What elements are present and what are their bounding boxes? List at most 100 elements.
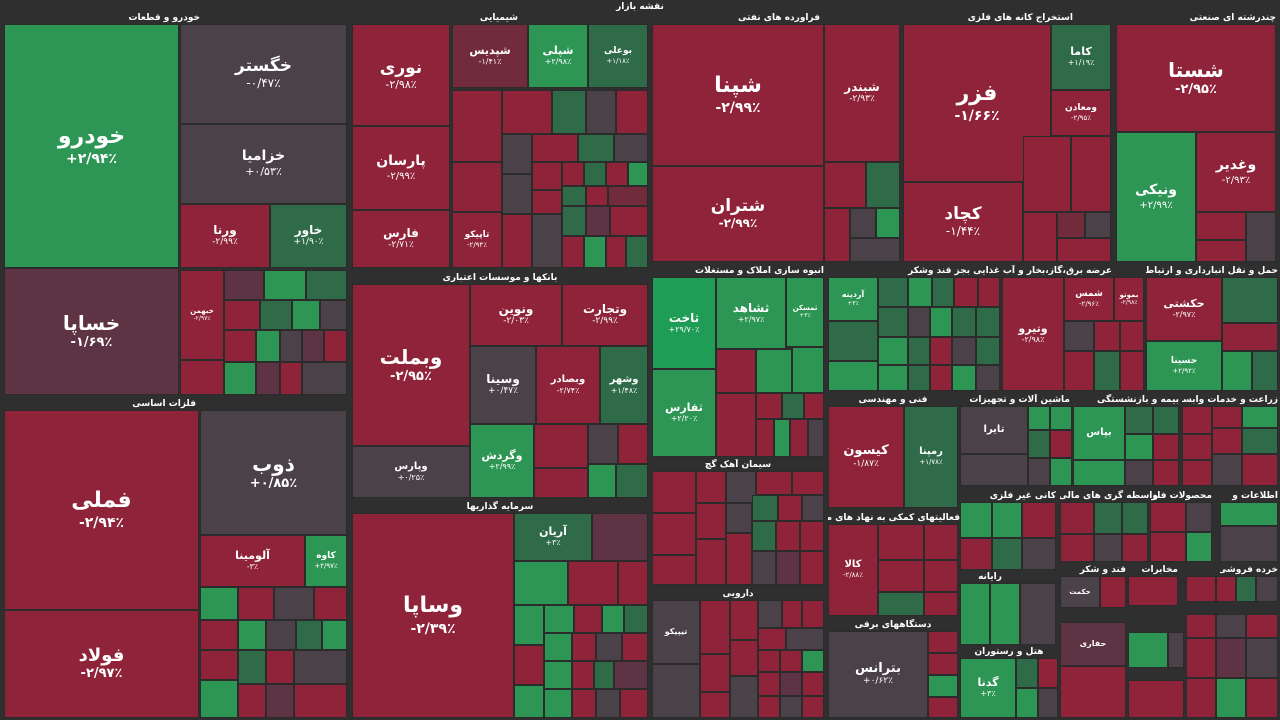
tile-vshahr[interactable]: وشهر +۱/۴۸٪ [600,346,648,424]
tile-shasta[interactable]: شستا -۲/۹۵٪ [1116,24,1276,132]
food-small-tiles [930,337,952,365]
finservice-small-tiles [924,592,958,616]
oil-small-tiles [850,238,900,262]
cement-small-tiles [778,495,802,521]
finservice-small-tiles [924,560,958,592]
tile-gadna[interactable]: گدنا +۳٪ [960,658,1016,718]
food-small-tiles [908,337,930,365]
tile-kama[interactable]: کاما +۱/۱۹٪ [1051,24,1111,90]
tile-kchad[interactable]: کچاد -۱/۴۴٪ [903,182,1023,262]
tile-booali[interactable]: بوعلی +۱/۱۸٪ [588,24,648,88]
monetary-small-tiles [1122,534,1148,562]
tile-sfars[interactable]: ثفارس +۲/۲۰٪ [652,369,716,457]
tile-btrans[interactable]: بترانس +۰/۶۲٪ [828,631,928,718]
tile-hakashti[interactable]: حکشتی -۲/۹۷٪ [1146,277,1222,341]
tile-vsina[interactable]: وسینا +۰/۴۷٪ [470,346,536,424]
tile-vbemellat[interactable]: وبملت -۲/۹۵٪ [352,284,470,446]
tile-alumina[interactable]: آلومینا -۳٪ [200,535,305,587]
tile-hakmat[interactable]: حکمت [1060,576,1100,608]
tile-vatiro[interactable]: وتیرو -۲/۹۸٪ [1002,277,1064,391]
auto-small-tiles [280,330,302,362]
sector-label-metal-mining: استخراج کانه های فلزی [967,13,1073,23]
tile-shapli[interactable]: شپلی +۲/۹۸٪ [528,24,588,88]
tile-varna[interactable]: ورنا -۲/۹۹٪ [180,204,270,268]
tile-kala[interactable]: کالا -۲/۸۸٪ [828,524,878,616]
tile-tipiko[interactable]: تیپیکو [652,600,700,664]
tile-fars[interactable]: فارس -۲/۷۱٪ [352,210,450,268]
tile-ardineh[interactable]: آردینه +۳٪ [828,277,878,321]
tile-khazamia[interactable]: خزامیا +۰/۵۳٪ [180,124,347,204]
tile-sshahed[interactable]: ثشاهد +۲/۹۷٪ [716,277,786,349]
tile-vnovin[interactable]: ونوین -۲/۰۳٪ [470,284,562,346]
tile-bpas[interactable]: بپاس [1073,406,1125,460]
tile-smaskan[interactable]: ثمسکن +۳٪ [786,277,824,347]
metals-small-tiles [238,587,274,620]
tile-value: +۰/۶۲٪ [863,676,893,687]
tile-vsapa[interactable]: وساپا -۲/۳۹٪ [352,513,514,718]
tile-khbahman[interactable]: خبهمن -۲/۹۷٪ [180,270,224,360]
tile-value: +۳٪ [980,689,996,699]
chem-small-tiles [578,134,614,162]
tile-name: وشهر [609,373,639,385]
tile-vtejarat[interactable]: وتجارت -۲/۹۹٪ [562,284,648,346]
tile-vpars[interactable]: وپارس +۰/۲۵٪ [352,446,470,498]
tile-tapiko[interactable]: تاپیکو -۲/۹۴٪ [452,212,502,268]
tile-vbsader[interactable]: وبصادر -۲/۷۴٪ [536,346,600,424]
tile-khodro[interactable]: خودرو +۲/۹۴٪ [4,24,179,268]
tile-parsan[interactable]: پارسان -۲/۹۹٪ [352,126,450,210]
food-small-tiles [878,307,908,337]
metals-small-tiles [294,650,347,684]
chem-small-tiles [502,174,532,214]
tile-name: بپاس [1086,427,1112,438]
tile-taira[interactable]: تایرا [960,406,1028,454]
sugar-small-tiles [1060,666,1126,718]
tile-value: +۰/۲۵٪ [397,472,425,482]
tile-shams[interactable]: شمس -۲/۹۶٪ [1064,277,1114,321]
tile-sakht[interactable]: ثاخت +۲۹/۷۰٪ [652,277,716,369]
bank-small-tiles [534,468,588,498]
sector-label-chemical: شیمیایی [479,13,518,23]
tile-vamaaden[interactable]: ومعادن -۲/۹۵٪ [1051,90,1111,136]
tile-value: -۲/۹۷٪ [1172,310,1196,320]
retail-small-tiles [1256,576,1278,602]
electrical-small-tiles [928,675,958,697]
mining-small-tiles [1057,212,1085,238]
tile-name: ونوین [498,301,534,316]
tile-khavar[interactable]: خاور +۱/۹۰٪ [270,204,347,268]
finservice-small-tiles [924,524,958,560]
tile-name: ونیکی [1135,182,1177,199]
tile-kaveh[interactable]: کاوه +۲/۹۷٪ [305,535,347,587]
invest-small-tiles [514,605,544,645]
tile-noori[interactable]: نوری -۲/۹۸٪ [352,24,450,126]
tile-hasina[interactable]: حسینا +۲/۹۲٪ [1146,341,1222,391]
retail-small-tiles [1186,678,1216,718]
tile-rampna[interactable]: رمپنا +۱/۷۸٪ [904,406,958,508]
tile-khsapa[interactable]: خساپا -۱/۶۹٪ [4,268,179,395]
chem-small-tiles [626,236,648,268]
tile-hafari[interactable]: حفاری [1060,622,1126,666]
tile-vaghadir[interactable]: وغدیر -۲/۹۳٪ [1196,132,1276,212]
tile-vaniki[interactable]: ونیکی +۲/۹۹٪ [1116,132,1196,262]
tile-khgostar[interactable]: خگستر -۰/۴۷٪ [180,24,347,124]
tile-value: +۳٪ [847,299,859,307]
tile-bmoto[interactable]: بموتو -۲/۹۸٪ [1114,277,1144,321]
food-small-tiles [908,307,930,337]
tile-shetran[interactable]: شتران -۲/۹۹٪ [652,166,824,262]
tile-shbandar[interactable]: شبندر -۲/۹۳٪ [824,24,900,162]
utility-small-tiles [1064,351,1094,391]
tile-vgardesh[interactable]: وگردش +۲/۹۹٪ [470,424,534,498]
auto-small-tiles [224,300,260,330]
tile-fameli[interactable]: فملی -۲/۹۴٪ [4,410,199,610]
invest-small-tiles [596,689,620,718]
auto-small-tiles [260,300,292,330]
tile-name: فارس [383,225,419,240]
tile-shpadis[interactable]: شپدیس -۱/۴۱٪ [452,24,528,88]
tile-foolad[interactable]: فولاد -۲/۹۷٪ [4,610,199,718]
cement-small-tiles [800,551,824,585]
tile-kayson[interactable]: کیسون -۱/۸۷٪ [828,406,904,508]
tile-zob[interactable]: ذوب +۰/۸۵٪ [200,410,347,535]
finservice-small-tiles [878,524,924,560]
machinery-small-tiles [1028,458,1050,486]
tile-shepna[interactable]: شپنا -۲/۹۹٪ [652,24,824,166]
tile-arian[interactable]: آریان +۳٪ [514,513,592,561]
